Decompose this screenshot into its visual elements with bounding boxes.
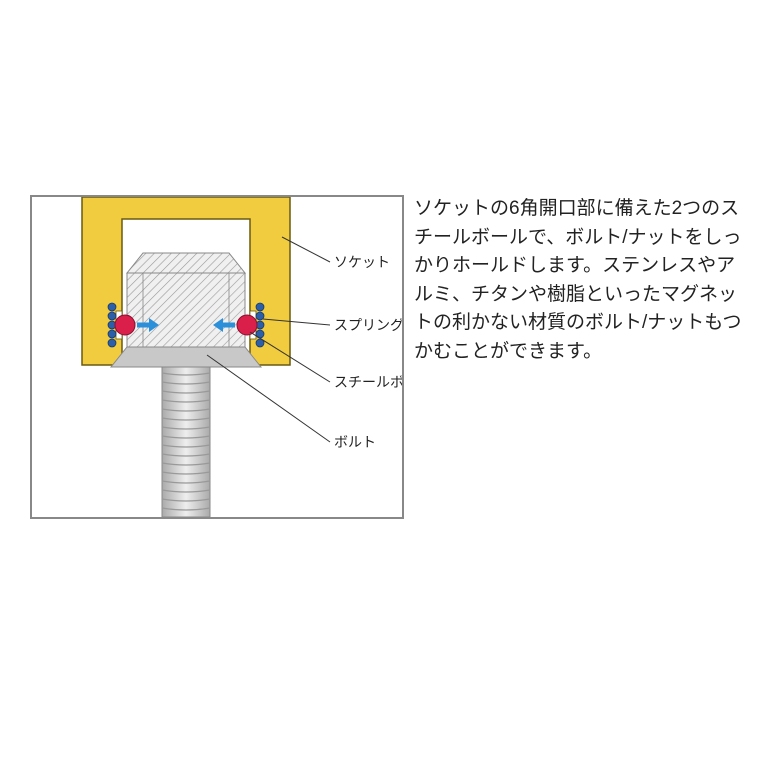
bolt-head: [127, 273, 245, 347]
socket-diagram: ソケットスプリングスチールボールボルト: [30, 195, 404, 519]
spring-coil-left: [108, 303, 116, 311]
spring-coil-right: [256, 312, 264, 320]
description-text: ソケットの6角開口部に備えた2つのスチールボールで、ボルト/ナットをしっかりホー…: [414, 195, 744, 519]
socket-label: ソケット: [334, 254, 390, 270]
spring-coil-right: [256, 303, 264, 311]
bolt-head-top: [127, 253, 245, 273]
steelBall-label: スチールボール: [334, 374, 402, 390]
leader-line: [207, 355, 330, 442]
spring-coil-left: [108, 339, 116, 347]
spring-coil-left: [108, 312, 116, 320]
spring-label: スプリング: [334, 317, 402, 333]
bolt-flange: [111, 347, 261, 367]
bolt-shaft: [162, 367, 210, 517]
bolt-label: ボルト: [334, 434, 376, 450]
steel-ball-right: [237, 315, 257, 335]
spring-coil-left: [108, 330, 116, 338]
steel-ball-left: [115, 315, 135, 335]
